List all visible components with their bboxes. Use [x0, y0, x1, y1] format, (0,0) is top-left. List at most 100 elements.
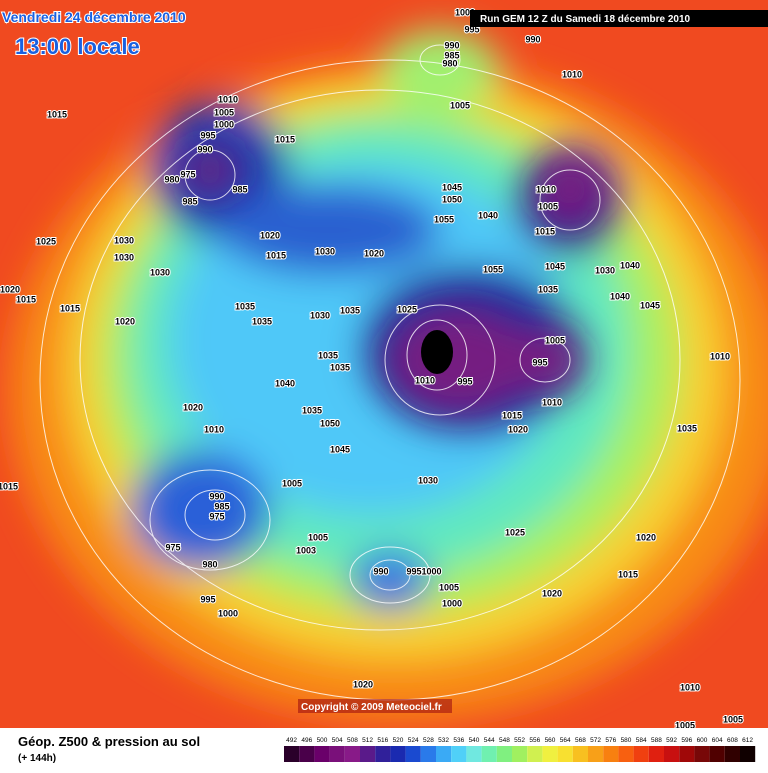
scale-swatch: [375, 746, 391, 762]
scale-swatch: [557, 746, 573, 762]
scale-label: 552: [514, 737, 525, 744]
scale-swatch: [390, 746, 406, 762]
scale-swatch: [405, 746, 421, 762]
isobar-label: 1005: [723, 714, 743, 724]
isobar-label: 1015: [618, 569, 638, 579]
isobar-label: 1050: [320, 418, 340, 428]
scale-label: 608: [727, 737, 738, 744]
isobar-label: 1025: [397, 304, 417, 314]
scale-label: 604: [712, 737, 723, 744]
scale-swatch: [740, 746, 756, 762]
isobar-label: 1045: [330, 444, 350, 454]
isobar-label: 1005: [282, 478, 302, 488]
isobar-label: 1020: [0, 284, 20, 294]
scale-label: 516: [377, 737, 388, 744]
isobar-label: 995: [532, 357, 547, 367]
isobar-label: 995: [457, 376, 472, 386]
scale-swatch: [648, 746, 664, 762]
isobar-label: 1045: [640, 300, 660, 310]
scale-label: 568: [575, 737, 586, 744]
isobar-label: 990: [197, 144, 212, 154]
scale-swatch: [436, 746, 452, 762]
scale-swatch: [314, 746, 330, 762]
scale-swatch: [451, 746, 467, 762]
scale-swatch: [679, 746, 695, 762]
scale-swatch: [694, 746, 710, 762]
isobar-label: 1005: [538, 201, 558, 211]
scale-swatch: [284, 746, 300, 762]
copyright: Copyright © 2009 Meteociel.fr: [301, 702, 442, 713]
scale-swatch: [299, 746, 315, 762]
isobar-label: 995: [200, 594, 215, 604]
scale-label: 560: [545, 737, 556, 744]
isobar-label: 1005: [450, 100, 470, 110]
isobar-label: 1035: [235, 301, 255, 311]
scale-swatch: [466, 746, 482, 762]
legend-title: Géop. Z500 & pression au sol: [18, 734, 200, 749]
scale-swatch: [420, 746, 436, 762]
scale-swatch: [496, 746, 512, 762]
isobar-label: 980: [442, 58, 457, 68]
scale-label: 512: [362, 737, 373, 744]
isobar-label: 1030: [114, 252, 134, 262]
isobar-label: 1010: [710, 351, 730, 361]
isobar-label: 1055: [483, 264, 503, 274]
isobar-label: 1000: [214, 119, 234, 129]
scale-label: 584: [636, 737, 647, 744]
isobar-label: 1020: [353, 679, 373, 689]
isobar-label: 985: [444, 50, 459, 60]
isobar-label: 985: [232, 184, 247, 194]
scale-label: 496: [301, 737, 312, 744]
scale-label: 556: [529, 737, 540, 744]
isobar-label: 990: [373, 566, 388, 576]
isobar-label: 1010: [536, 184, 556, 194]
isobar-label: 975: [180, 169, 195, 179]
isobar-label: 1030: [315, 246, 335, 256]
scale-swatch: [709, 746, 725, 762]
isobar-label: 1045: [442, 182, 462, 192]
scale-swatch: [618, 746, 634, 762]
scale-label: 592: [666, 737, 677, 744]
isobar-label: 1040: [610, 291, 630, 301]
isobar-label: 990: [525, 34, 540, 44]
isobar-label: 1015: [0, 481, 18, 491]
scale-label: 572: [590, 737, 601, 744]
isobar-label: 1015: [16, 294, 36, 304]
isobar-label: 1035: [677, 423, 697, 433]
isobar-label: 1050: [442, 194, 462, 204]
low-core: [421, 330, 453, 374]
isobar-label: 1000: [218, 608, 238, 618]
isobar-label: 1005: [308, 532, 328, 542]
scale-swatch: [724, 746, 740, 762]
scale-label: 612: [742, 737, 753, 744]
isobar-label: 1020: [364, 248, 384, 258]
isobar-label: 1003: [296, 545, 316, 555]
scale-swatch: [527, 746, 543, 762]
scale-swatch: [512, 746, 528, 762]
scale-swatch: [329, 746, 345, 762]
scale-label: 588: [651, 737, 662, 744]
isobar-label: 1020: [636, 532, 656, 542]
isobar-label: 1035: [340, 305, 360, 315]
isobar-label: 1010: [204, 424, 224, 434]
isobar-label: 1035: [302, 405, 322, 415]
scale-label: 548: [499, 737, 510, 744]
isobar-label: 1010: [562, 69, 582, 79]
isobar-label: 1015: [535, 226, 555, 236]
isobar-label: 1020: [260, 230, 280, 240]
scale-label: 508: [347, 737, 358, 744]
isobar-label: 1040: [620, 260, 640, 270]
isobar-label: 1035: [318, 350, 338, 360]
isobar-label: 990: [209, 491, 224, 501]
scale-label: 520: [393, 737, 404, 744]
isobar-label: 1030: [418, 475, 438, 485]
isobar-label: 1005: [214, 107, 234, 117]
scale-label: 544: [484, 737, 495, 744]
time-title: 13:00 locale: [15, 34, 140, 59]
isobar-label: 1040: [478, 210, 498, 220]
scale-label: 528: [423, 737, 434, 744]
scale-swatch: [603, 746, 619, 762]
run-label: Run GEM 12 Z du Samedi 18 décembre 2010: [480, 14, 691, 25]
isobar-label: 1020: [542, 588, 562, 598]
